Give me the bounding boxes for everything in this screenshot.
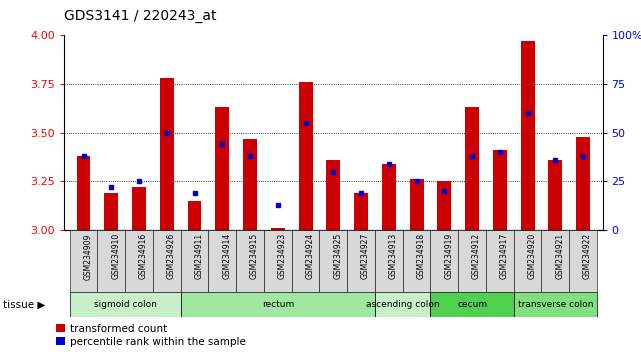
Text: GSM234920: GSM234920 (528, 233, 537, 279)
Text: GSM234910: GSM234910 (112, 233, 121, 279)
FancyBboxPatch shape (375, 292, 431, 317)
Bar (132, 187, 146, 230)
Text: GSM234921: GSM234921 (555, 233, 564, 279)
Text: GSM234913: GSM234913 (389, 233, 398, 279)
Bar (549, 160, 562, 230)
FancyBboxPatch shape (181, 292, 375, 317)
FancyBboxPatch shape (431, 292, 513, 317)
FancyBboxPatch shape (70, 292, 181, 317)
Bar (326, 160, 340, 230)
FancyBboxPatch shape (513, 230, 542, 292)
Bar (243, 138, 257, 230)
Text: GSM234922: GSM234922 (583, 233, 592, 279)
Text: GSM234917: GSM234917 (500, 233, 509, 279)
Bar (160, 78, 174, 230)
Text: transverse colon: transverse colon (517, 300, 593, 309)
Text: GSM234912: GSM234912 (472, 233, 481, 279)
Bar (520, 41, 535, 230)
FancyBboxPatch shape (70, 230, 97, 292)
FancyBboxPatch shape (458, 230, 486, 292)
FancyBboxPatch shape (403, 230, 431, 292)
Text: GSM234911: GSM234911 (195, 233, 204, 279)
Bar (493, 150, 507, 230)
Text: ascending colon: ascending colon (366, 300, 440, 309)
FancyBboxPatch shape (153, 230, 181, 292)
FancyBboxPatch shape (236, 230, 264, 292)
Text: GSM234915: GSM234915 (250, 233, 259, 279)
FancyBboxPatch shape (181, 230, 208, 292)
Text: GSM234926: GSM234926 (167, 233, 176, 279)
Bar (576, 137, 590, 230)
Bar (215, 108, 229, 230)
FancyBboxPatch shape (486, 230, 513, 292)
Text: GSM234916: GSM234916 (139, 233, 148, 279)
FancyBboxPatch shape (319, 230, 347, 292)
Bar (410, 179, 424, 230)
Bar (104, 193, 118, 230)
Text: rectum: rectum (262, 300, 294, 309)
Legend: transformed count, percentile rank within the sample: transformed count, percentile rank withi… (56, 324, 246, 347)
Text: GSM234918: GSM234918 (417, 233, 426, 279)
Text: GSM234919: GSM234919 (444, 233, 453, 279)
Text: GSM234923: GSM234923 (278, 233, 287, 279)
FancyBboxPatch shape (513, 292, 597, 317)
Text: GSM234927: GSM234927 (361, 233, 370, 279)
Bar (271, 228, 285, 230)
Text: GSM234925: GSM234925 (333, 233, 342, 279)
Text: GDS3141 / 220243_at: GDS3141 / 220243_at (64, 9, 217, 23)
Bar (188, 201, 201, 230)
Text: cecum: cecum (457, 300, 487, 309)
FancyBboxPatch shape (208, 230, 236, 292)
FancyBboxPatch shape (292, 230, 319, 292)
FancyBboxPatch shape (97, 230, 125, 292)
Text: GSM234909: GSM234909 (83, 233, 92, 280)
FancyBboxPatch shape (375, 230, 403, 292)
FancyBboxPatch shape (347, 230, 375, 292)
FancyBboxPatch shape (125, 230, 153, 292)
FancyBboxPatch shape (569, 230, 597, 292)
Bar (465, 108, 479, 230)
Bar (437, 181, 451, 230)
FancyBboxPatch shape (542, 230, 569, 292)
FancyBboxPatch shape (431, 230, 458, 292)
Text: sigmoid colon: sigmoid colon (94, 300, 156, 309)
Bar (299, 82, 313, 230)
Text: GSM234924: GSM234924 (306, 233, 315, 279)
Bar (354, 193, 368, 230)
Text: GSM234914: GSM234914 (222, 233, 231, 279)
Text: tissue ▶: tissue ▶ (3, 299, 46, 309)
FancyBboxPatch shape (264, 230, 292, 292)
Bar (76, 156, 90, 230)
Bar (382, 164, 395, 230)
